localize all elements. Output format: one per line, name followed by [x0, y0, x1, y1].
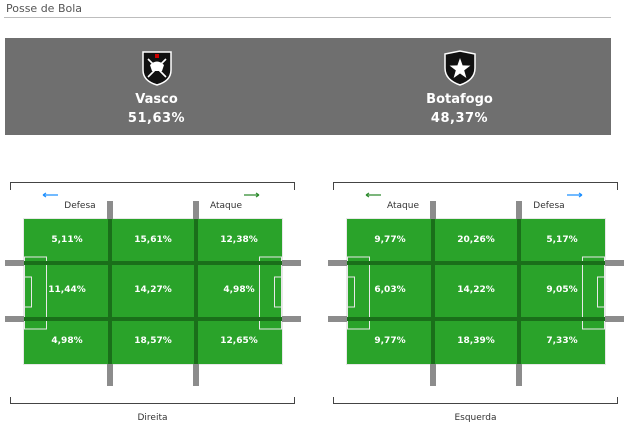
- goal-area-right: [274, 276, 282, 308]
- away-team: Botafogo 48,37%: [308, 38, 611, 135]
- goal-area-right: [597, 276, 605, 308]
- vasco-crest-icon: [141, 51, 172, 86]
- pitch-markings: [328, 201, 624, 386]
- right-direction-label: Defesa: [533, 201, 565, 211]
- grid-bar-top-0: [107, 201, 113, 219]
- grid-bar-bottom-1: [516, 364, 522, 386]
- grid-bar-right-0: [282, 260, 301, 266]
- zone-cell-r0-c2: 5,17%: [546, 235, 578, 245]
- top-bracket: [333, 182, 618, 190]
- zone-cell-r1-c0: 11,44%: [48, 285, 86, 295]
- grid-bar-top-0: [430, 201, 436, 219]
- grid-bar-bottom-0: [430, 364, 436, 386]
- zone-cell-r1-c1: 14,22%: [457, 285, 495, 295]
- zone-cell-r2-c2: 7,33%: [546, 335, 578, 346]
- grid-bar-left-1: [328, 316, 347, 322]
- zone-cell-r1-c2: 4,98%: [223, 285, 255, 295]
- home-team: Vasco 51,63%: [5, 38, 308, 135]
- side-label: Esquerda: [454, 413, 497, 423]
- zone-cell-r2-c0: 4,98%: [51, 335, 83, 346]
- away-team-name: Botafogo: [426, 92, 493, 107]
- home-team-name: Vasco: [135, 92, 178, 107]
- bottom-bracket: [333, 397, 618, 404]
- grid-bar-bottom-1: [193, 364, 199, 386]
- zone-divider-h-1: [24, 317, 282, 321]
- zone-cell-r1-c1: 14,27%: [134, 285, 172, 295]
- zone-divider-h-1: [347, 317, 605, 321]
- zone-cell-r0-c2: 12,38%: [220, 235, 258, 245]
- zone-cell-r0-c1: 20,26%: [457, 235, 495, 245]
- zone-cell-r2-c0: 9,77%: [374, 335, 406, 346]
- grid-bar-top-1: [193, 201, 199, 219]
- zone-divider-v-0: [431, 219, 435, 364]
- zone-cell-r1-c0: 6,03%: [374, 285, 406, 295]
- zone-cell-r2-c1: 18,39%: [457, 335, 495, 346]
- top-bracket: [10, 182, 295, 190]
- side-label: Direita: [137, 413, 168, 423]
- goal-area-left: [347, 276, 355, 308]
- zone-cell-r0-c1: 15,61%: [134, 235, 172, 245]
- arrow-left-icon: [365, 192, 381, 198]
- zone-cell-r0-c0: 5,11%: [51, 235, 83, 245]
- pitch: 9,77% 20,26% 5,17% 6,03% 14,22% 9,05% 9,77% 18,…: [328, 201, 624, 386]
- home-team-possession: 51,63%: [127, 111, 186, 126]
- zone-divider-h-0: [347, 261, 605, 265]
- zone-cell-r2-c1: 18,57%: [134, 335, 172, 346]
- zone-panel-left: Defesa Ataque 5,11% 15,61% 12,38% 11,44% 14,27…: [5, 182, 301, 423]
- botafogo-crest-icon: [443, 50, 476, 86]
- section-title: Posse de Bola: [6, 2, 83, 15]
- zone-panel-right: Ataque Defesa 9,77% 20,26% 5,17% 6,03% 14,22% 9…: [328, 182, 624, 423]
- zone-divider-v-1: [194, 219, 198, 364]
- arrow-right-icon: [567, 192, 583, 198]
- grid-bar-right-1: [282, 316, 301, 322]
- zone-cell-r1-c2: 9,05%: [546, 285, 578, 295]
- grid-bar-left-1: [5, 316, 24, 322]
- pitch: 5,11% 15,61% 12,38% 11,44% 14,27% 4,98% 4,98% 1…: [5, 201, 301, 386]
- arrow-left-icon: [42, 192, 58, 198]
- right-direction-label: Ataque: [210, 201, 242, 211]
- left-direction-label: Ataque: [387, 201, 419, 211]
- away-team-possession: 48,37%: [430, 111, 489, 126]
- zone-cell-r2-c2: 12,65%: [220, 335, 258, 346]
- bottom-bracket: [10, 397, 295, 404]
- title-divider: [4, 17, 611, 18]
- pitch-markings: [5, 201, 301, 386]
- goal-area-left: [24, 276, 32, 308]
- grid-bar-left-0: [5, 260, 24, 266]
- left-direction-label: Defesa: [64, 201, 96, 211]
- zone-divider-h-0: [24, 261, 282, 265]
- zone-divider-v-1: [517, 219, 521, 364]
- grid-bar-right-0: [605, 260, 624, 266]
- grid-bar-right-1: [605, 316, 624, 322]
- arrow-right-icon: [244, 192, 260, 198]
- zone-divider-v-0: [108, 219, 112, 364]
- grid-bar-top-1: [516, 201, 522, 219]
- zone-cell-r0-c0: 9,77%: [374, 235, 406, 245]
- possession-banner: Vasco 51,63% Botafogo 48,37%: [5, 38, 611, 135]
- grid-bar-left-0: [328, 260, 347, 266]
- grid-bar-bottom-0: [107, 364, 113, 386]
